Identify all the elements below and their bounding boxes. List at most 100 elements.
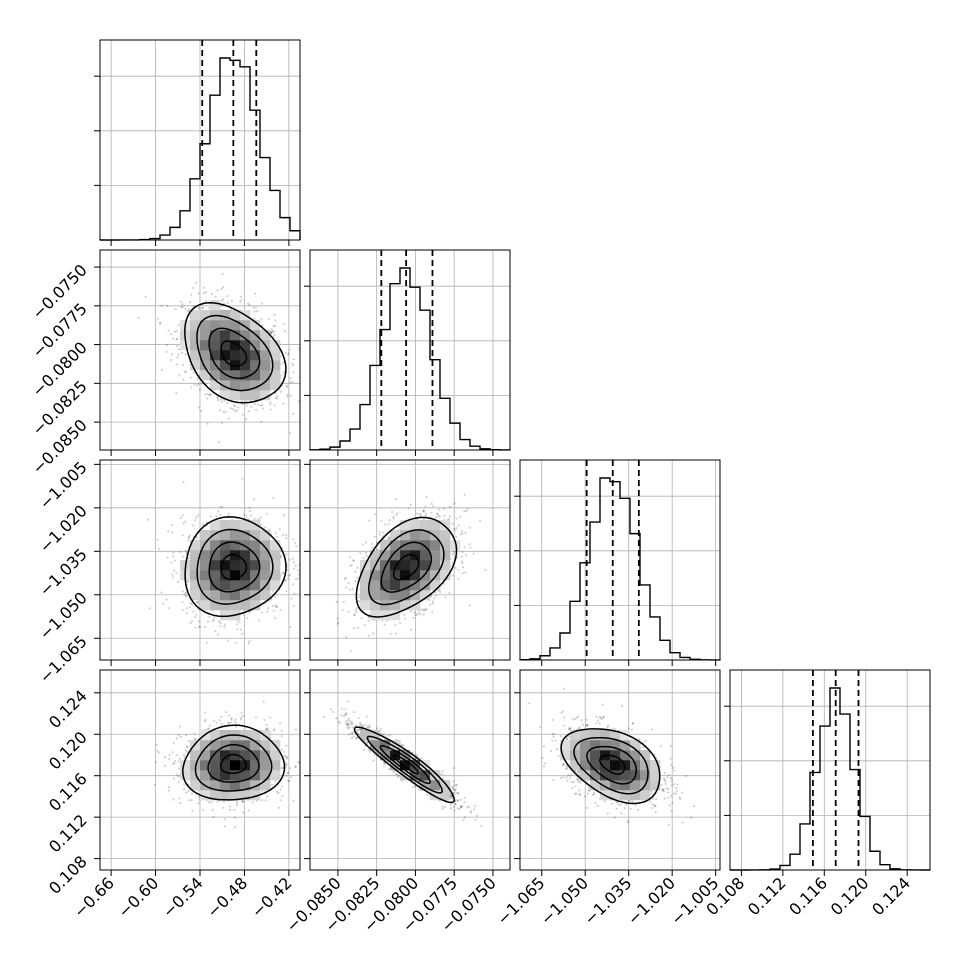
density-cell xyxy=(250,370,261,381)
density-cell xyxy=(230,370,241,381)
scatter-point xyxy=(290,597,293,600)
scatter-point xyxy=(261,302,264,305)
scatter-point xyxy=(226,301,229,305)
scatter-point xyxy=(220,400,223,403)
scatter-point xyxy=(286,395,289,398)
scatter-point xyxy=(274,324,277,328)
scatter-point xyxy=(341,609,344,612)
scatter-point xyxy=(171,751,174,754)
scatter-point xyxy=(292,538,295,541)
scatter-point xyxy=(197,406,201,409)
scatter-point xyxy=(422,509,425,512)
scatter-point xyxy=(275,397,279,400)
scatter-point xyxy=(455,535,458,539)
scatter-point xyxy=(156,538,159,541)
scatter-point xyxy=(187,535,190,539)
scatter-point xyxy=(188,606,191,609)
density-cell xyxy=(220,550,231,561)
scatter-point xyxy=(192,524,195,527)
histogram-step xyxy=(730,687,931,871)
scatter-point xyxy=(168,785,171,789)
density-cell xyxy=(230,310,241,321)
scatter-point xyxy=(349,649,352,653)
scatter-point xyxy=(236,628,239,631)
scatter-point xyxy=(192,286,195,289)
scatter-point xyxy=(459,533,462,536)
scatter-point xyxy=(217,441,220,444)
scatter-point xyxy=(412,616,415,620)
scatter-point xyxy=(160,304,163,307)
density-cell xyxy=(230,390,241,401)
scatter-point xyxy=(227,639,230,642)
scatter-point xyxy=(248,640,251,643)
density-cell xyxy=(420,550,431,561)
scatter-point xyxy=(451,552,454,556)
scatter-point xyxy=(511,539,513,541)
scatter-point xyxy=(192,371,195,374)
scatter-point xyxy=(221,506,224,509)
density-cell xyxy=(250,360,261,371)
scatter-point xyxy=(172,798,175,801)
scatter-point xyxy=(279,355,283,358)
scatter-point xyxy=(279,608,282,611)
scatter-point xyxy=(352,627,356,630)
scatter-point xyxy=(464,531,467,534)
scatter-point xyxy=(407,507,410,510)
scatter-point xyxy=(184,370,187,373)
density-cell xyxy=(230,560,241,571)
scatter-point xyxy=(166,304,169,308)
scatter-point xyxy=(161,602,165,605)
scatter-point xyxy=(188,308,191,311)
panel-frame xyxy=(309,459,511,661)
density-cell xyxy=(430,570,441,581)
scatter-point xyxy=(355,611,358,614)
scatter-point xyxy=(198,625,202,628)
scatter-point xyxy=(457,577,460,581)
scatter-point xyxy=(428,603,432,606)
density-cell xyxy=(260,550,271,561)
contour-line xyxy=(208,541,261,593)
scatter-point xyxy=(434,591,437,594)
density-cell xyxy=(210,540,221,551)
scatter-point xyxy=(345,586,348,589)
scatter-point xyxy=(147,518,150,521)
scatter-point xyxy=(181,306,184,309)
density-cell xyxy=(220,390,231,401)
scatter-point xyxy=(184,370,187,374)
scatter-point xyxy=(394,632,397,635)
density-cell xyxy=(270,570,281,581)
scatter-point xyxy=(347,610,350,613)
density-cell xyxy=(220,340,231,351)
scatter-point xyxy=(216,397,220,400)
scatter-point xyxy=(244,418,248,421)
scatter-point xyxy=(220,421,223,425)
scatter-point xyxy=(423,510,426,513)
scatter-point xyxy=(289,626,292,629)
scatter-point xyxy=(253,310,256,313)
scatter-point xyxy=(344,577,347,580)
scatter-point xyxy=(365,554,368,558)
scatter-point xyxy=(285,385,289,388)
scatter-point xyxy=(217,399,220,402)
density-cell xyxy=(420,540,431,551)
scatter-point xyxy=(419,613,422,616)
density-cell xyxy=(400,580,411,591)
scatter-point xyxy=(265,512,268,515)
density-cell xyxy=(240,380,251,391)
scatter-point xyxy=(348,588,351,591)
density-cell xyxy=(250,390,261,401)
scatter-point xyxy=(371,542,374,545)
density-cell xyxy=(260,560,271,571)
scatter-point xyxy=(226,401,229,404)
scatter-point xyxy=(424,512,427,516)
scatter-point xyxy=(286,568,289,572)
scatter-point xyxy=(285,763,288,766)
density-cell xyxy=(250,600,261,611)
density-cell xyxy=(210,380,221,391)
scatter-point xyxy=(465,554,468,557)
scatter-point xyxy=(392,517,395,520)
scatter-point xyxy=(239,295,243,298)
scatter-point xyxy=(304,616,306,618)
scatter-point xyxy=(202,286,206,289)
scatter-point xyxy=(160,591,163,594)
